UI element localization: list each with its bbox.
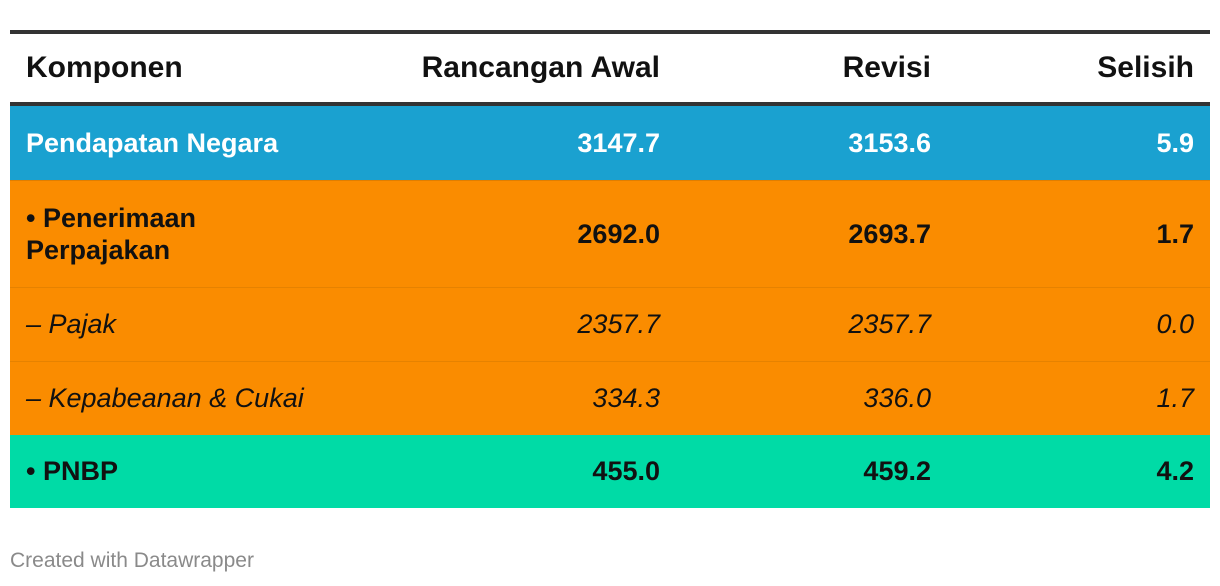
row-value-rancangan: 2692.0 — [577, 218, 660, 249]
header-selisih: Selisih — [1097, 51, 1194, 84]
table-row: • Penerimaan Perpajakan 2692.0 2693.7 1.… — [10, 180, 1210, 287]
row-value-revisi: 459.2 — [863, 456, 931, 486]
table-row: – Kepabeanan & Cukai 334.3 336.0 1.7 — [10, 361, 1210, 435]
table-row: • PNBP 455.0 459.2 4.2 — [10, 435, 1210, 508]
table-row: Pendapatan Negara 3147.7 3153.6 5.9 — [10, 106, 1210, 180]
row-value-rancangan: 455.0 — [592, 456, 660, 486]
row-label: • PNBP — [26, 456, 118, 486]
row-value-selisih: 5.9 — [1156, 127, 1194, 158]
row-value-revisi: 2693.7 — [848, 218, 931, 249]
row-label: – Pajak — [26, 309, 117, 339]
row-value-rancangan: 2357.7 — [577, 309, 660, 339]
row-value-selisih: 4.2 — [1156, 456, 1194, 486]
header-revisi: Revisi — [842, 51, 931, 84]
row-label: Pendapatan Negara — [26, 127, 279, 158]
row-value-selisih: 1.7 — [1156, 383, 1194, 413]
row-value-revisi: 3153.6 — [848, 127, 931, 158]
row-value-revisi: 336.0 — [863, 383, 931, 413]
row-value-selisih: 1.7 — [1156, 218, 1194, 249]
footer-credit[interactable]: Created with Datawrapper — [10, 549, 254, 572]
header-komponen: Komponen — [26, 51, 183, 84]
data-table: Komponen Rancangan Awal Revisi Selisih P… — [10, 30, 1210, 508]
row-value-selisih: 0.0 — [1156, 309, 1194, 339]
row-value-revisi: 2357.7 — [848, 309, 931, 339]
row-value-rancangan: 3147.7 — [577, 127, 660, 158]
table-row: – Pajak 2357.7 2357.7 0.0 — [10, 287, 1210, 361]
row-label: – Kepabeanan & Cukai — [26, 383, 304, 413]
row-label: • Penerimaan Perpajakan — [26, 203, 197, 265]
header-rancangan-awal: Rancangan Awal — [421, 51, 660, 84]
table-header: Komponen Rancangan Awal Revisi Selisih — [10, 34, 1210, 106]
row-value-rancangan: 334.3 — [592, 383, 660, 413]
top-rule — [10, 30, 1210, 34]
